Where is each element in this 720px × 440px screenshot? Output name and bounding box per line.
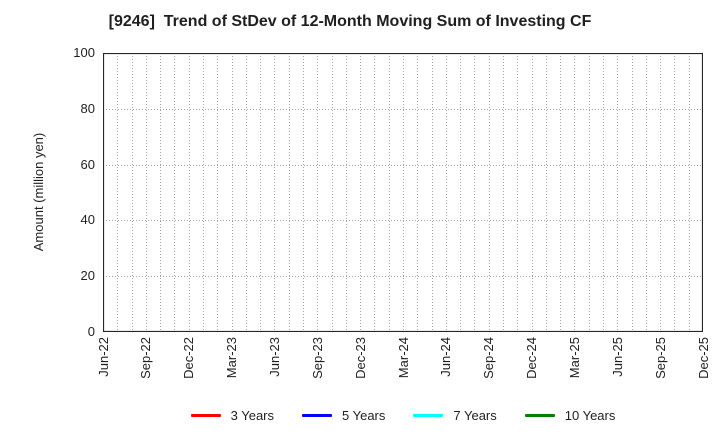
x-tick-label: Dec-24 bbox=[524, 337, 540, 379]
legend-item: 3 Years bbox=[190, 407, 274, 423]
plot-border bbox=[103, 53, 703, 332]
y-tick-label: 40 bbox=[80, 212, 95, 228]
x-tick-label: Dec-23 bbox=[352, 337, 368, 379]
legend-line-swatch bbox=[190, 413, 221, 417]
x-tick-label: Jun-22 bbox=[95, 337, 111, 377]
y-tick-label: 0 bbox=[87, 324, 95, 339]
x-tick-label: Sep-22 bbox=[138, 337, 154, 379]
x-tick-label: Mar-25 bbox=[566, 337, 582, 379]
legend-label: 3 Years bbox=[230, 407, 274, 423]
x-tick-label: Sep-24 bbox=[481, 337, 497, 379]
legend-label: 7 Years bbox=[453, 407, 497, 423]
chart-title: [9246] Trend of StDev of 12-Month Moving… bbox=[108, 13, 592, 30]
x-tick-label: Sep-25 bbox=[652, 337, 668, 379]
y-tick-label: 80 bbox=[80, 100, 95, 116]
legend-item: 10 Years bbox=[524, 407, 616, 423]
legend-item: 7 Years bbox=[413, 407, 497, 423]
x-tick-label: Jun-24 bbox=[438, 337, 454, 377]
y-tick-label: 60 bbox=[80, 156, 95, 172]
x-tick-label: Mar-23 bbox=[224, 337, 240, 379]
legend-label: 10 Years bbox=[564, 407, 616, 423]
legend-line-swatch bbox=[302, 413, 332, 417]
x-tick-label: Jun-23 bbox=[266, 337, 282, 377]
plot-area bbox=[103, 53, 703, 332]
legend-line-swatch bbox=[413, 413, 444, 417]
legend: 3 Years 5 Years 7 Years 10 Years bbox=[103, 404, 703, 426]
legend-label: 5 Years bbox=[342, 407, 386, 423]
x-tick-label: Dec-25 bbox=[695, 337, 711, 379]
x-tick-label: Mar-24 bbox=[395, 337, 411, 379]
y-tick-label: 20 bbox=[80, 268, 95, 284]
y-axis-label: Amount (million yen) bbox=[31, 132, 46, 252]
legend-line-swatch bbox=[524, 413, 555, 417]
legend-item: 5 Years bbox=[302, 408, 385, 423]
x-tick-label: Sep-23 bbox=[309, 337, 325, 379]
y-tick-label: 100 bbox=[73, 45, 95, 60]
x-tick-label: Jun-25 bbox=[609, 337, 625, 377]
x-tick-label: Dec-22 bbox=[181, 337, 197, 379]
